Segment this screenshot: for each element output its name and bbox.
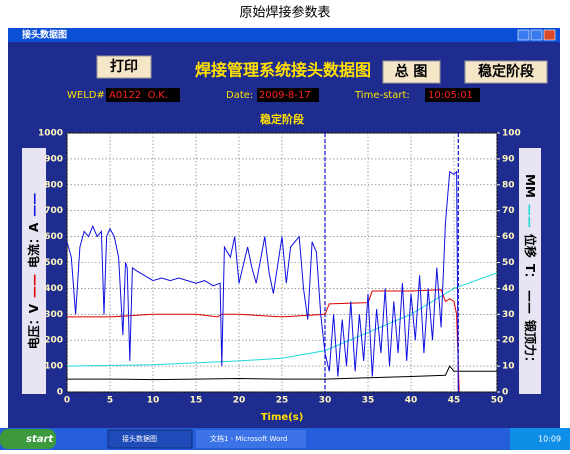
- x-tick-label: 20: [233, 396, 246, 406]
- date-value: 2009-8-17: [259, 90, 311, 101]
- y2-label-panel: [519, 148, 541, 394]
- task-label: 文档1 - Microsoft Word: [210, 434, 288, 443]
- y2-tick-label: 70: [502, 206, 515, 216]
- print-button[interactable]: [96, 55, 152, 79]
- close-button[interactable]: [543, 29, 556, 41]
- x-tick-label: 35: [362, 396, 375, 406]
- series-line: [67, 289, 460, 393]
- window-title: 接头数据图: [22, 29, 67, 41]
- stage-label: 稳定阶段: [478, 63, 534, 80]
- caption: 原始焊接参数表: [239, 5, 330, 21]
- x-tick-label: 25: [276, 396, 289, 406]
- time-box: [425, 88, 480, 102]
- weld-label: WELD#:: [67, 90, 108, 101]
- y-tick-label: 400: [44, 284, 63, 294]
- axis-label-part: 电流：A: [26, 222, 41, 268]
- app-title: 焊接管理系统接头数据图: [195, 61, 371, 80]
- y-label-panel: [22, 148, 46, 394]
- y-tick-label: 100: [44, 362, 63, 372]
- y-tick-label: 200: [44, 336, 63, 346]
- axis-label-part: MM: [524, 174, 538, 198]
- maximize-button[interactable]: [530, 29, 543, 41]
- task-label: 接头数据图: [122, 434, 157, 443]
- y-tick-label: 0: [57, 388, 63, 398]
- y2-tick-label: 50: [502, 258, 515, 268]
- stage-button[interactable]: [464, 60, 548, 84]
- axis-label-part: T：: [524, 264, 538, 284]
- x-tick-label: 40: [405, 396, 418, 406]
- x-axis-label: Time(s): [261, 412, 304, 423]
- y-tick-label: 900: [44, 154, 63, 164]
- start-label: start: [26, 434, 54, 445]
- weld-value: A0122 O.K.: [109, 90, 168, 101]
- x-tick-label: 5: [107, 396, 113, 406]
- x-tick-label: 50: [491, 396, 504, 406]
- y2-tick-label: 60: [502, 232, 515, 242]
- axis-label-part: ——: [524, 290, 538, 314]
- title-bar: [8, 28, 560, 42]
- axis-label-part: ——: [524, 204, 538, 228]
- date-label: Date:: [226, 90, 253, 101]
- axis-label-part: 位移: [524, 234, 539, 258]
- y-tick-label: 300: [44, 310, 63, 320]
- axis-label-part: 电压：V: [26, 303, 41, 349]
- y-tick-label: 700: [44, 206, 63, 216]
- y2-tick-label: 20: [502, 336, 515, 346]
- axis-label: MM —— 位移 T： —— 锻顶力：: [524, 174, 539, 368]
- y2-tick-label: 100: [502, 129, 521, 139]
- axis-label-part: 锻顶力：: [524, 320, 539, 368]
- date-box: [257, 88, 319, 102]
- print-label: 打印: [110, 58, 138, 75]
- weld-box: [106, 88, 180, 102]
- y-tick-label: 1000: [38, 129, 63, 139]
- chart-title: 稳定阶段: [260, 112, 304, 126]
- overview-button[interactable]: [382, 60, 441, 84]
- axis-label-part: ——: [27, 193, 41, 217]
- series-line: [66, 170, 459, 393]
- x-tick-label: 45: [448, 396, 461, 406]
- overview-label: 总 图: [395, 63, 428, 80]
- x-tick-label: 10: [147, 396, 160, 406]
- y-tick-label: 600: [44, 232, 63, 242]
- x-tick-label: 30: [319, 396, 332, 406]
- axis-label: 电压：V —— 电流：A ——: [26, 193, 41, 350]
- y-tick-label: 500: [44, 258, 63, 268]
- y-tick-label: 800: [44, 180, 63, 190]
- tray: [510, 428, 570, 450]
- y2-tick-label: 80: [502, 180, 515, 190]
- time-value: 10:05:01: [428, 90, 473, 101]
- x-tick-label: 15: [190, 396, 203, 406]
- y2-tick-label: 10: [502, 362, 515, 372]
- y2-tick-label: 0: [502, 388, 508, 398]
- x-tick-label: 0: [64, 396, 70, 406]
- y2-tick-label: 40: [502, 284, 515, 294]
- task-item[interactable]: [107, 429, 193, 449]
- minimize-button[interactable]: [517, 29, 530, 41]
- start-button[interactable]: [0, 429, 56, 449]
- axis-label-part: ——: [27, 274, 41, 298]
- y2-tick-label: 90: [502, 154, 515, 164]
- task-item[interactable]: [196, 430, 306, 448]
- y2-tick-label: 30: [502, 310, 515, 320]
- clock: 10:09: [538, 435, 561, 444]
- series-line: [67, 365, 497, 381]
- time-label: Time-start:: [354, 90, 410, 101]
